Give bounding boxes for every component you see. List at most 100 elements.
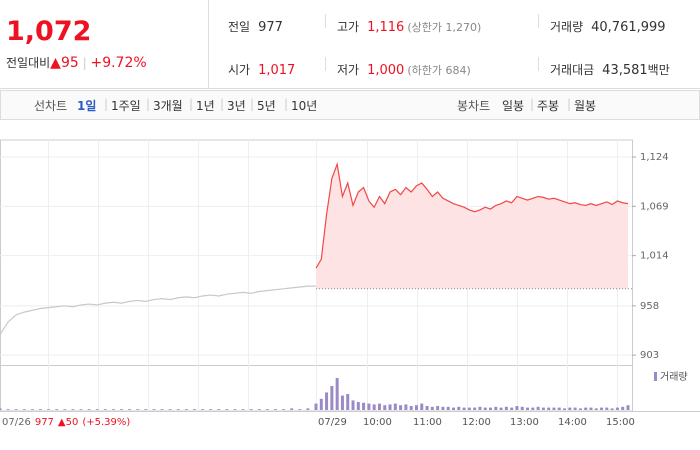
volume-bar [536,406,540,410]
tab[interactable]: 1년 [196,99,215,113]
volume-bar [306,408,310,410]
x-tick-label: 12:00 [462,417,491,428]
prev-change: ▲50 [58,417,78,428]
volume-bar [584,407,588,410]
volume-bar [510,407,514,410]
volume-bar [95,409,99,410]
stat-value: 977 [258,20,283,35]
price-line [0,285,316,335]
volume-bar [63,409,67,410]
tab[interactable]: 일봉 [502,99,525,113]
stat-note: (하한가 684) [407,64,471,77]
volume-bar [552,407,556,410]
volume-bar [55,409,59,410]
volume-bar [441,406,445,410]
volume-bar [520,406,524,410]
volume-bar [462,407,466,410]
tab[interactable]: 1주일 [111,99,141,113]
change: 전일대비▲95 | +9.72% [6,55,147,71]
volume-bar [282,409,286,410]
volume-legend-swatch [654,372,657,381]
stat: 거래량 40,761,999 [550,18,666,35]
volume-bar [217,409,221,410]
volume-bar [615,407,619,410]
prev-date: 07/26 [2,417,31,428]
volume-bar [184,409,188,410]
volume-bar [399,405,403,410]
stat-label: 저가 [337,63,360,77]
volume-bar [136,409,140,410]
volume-bar [414,405,418,410]
tab[interactable]: 3개월 [153,99,183,113]
y-tick-label: 903 [640,350,659,361]
volume-bar [568,407,572,410]
volume-bar [377,403,381,410]
volume-bar [499,407,503,410]
volume-bar [451,407,455,410]
tab[interactable]: 월봉 [574,99,597,113]
volume-bar [610,408,614,410]
change-label: 전일대비 [6,56,51,70]
volume-bar [404,404,408,410]
stat-label: 거래대금 [550,63,595,77]
area-fill [316,164,628,289]
separator [325,57,326,71]
y-tick-label: 1,014 [640,251,669,262]
volume-bar [367,403,371,410]
volume-bar [6,409,10,410]
volume-bar [201,409,205,410]
volume-bar [14,409,18,410]
volume-bar [257,409,261,410]
price-line [315,161,629,269]
stat-label: 전일 [228,20,251,34]
volume-bar [504,406,508,410]
tab[interactable]: 5년 [257,99,276,113]
x-tick-label: 10:00 [363,417,392,428]
volume-bar [446,406,450,410]
volume-bar [168,409,172,410]
tab[interactable]: 주봉 [537,99,560,113]
volume-bar [362,402,366,410]
tab-label: 봉차트 [457,99,491,113]
stat-value: 40,761,999 [591,20,666,35]
volume-bar [47,409,51,410]
stat: 시가 1,017 [228,61,295,78]
volume-bar [541,407,545,410]
volume-bar [0,408,2,410]
volume-bar [594,408,598,410]
volume-bar [225,409,229,410]
volume-bar [589,407,593,410]
stat-value: 43,581 [602,63,648,78]
volume-bar [30,409,34,410]
stat: 거래대금 43,581백만 [550,61,670,78]
separator [538,57,539,71]
volume-bar [436,406,440,410]
y-tick-label: 1,069 [640,201,669,212]
volume-bar [388,404,392,410]
volume-bar [478,406,482,410]
volume-bar [557,407,561,410]
volume-bar [79,409,83,410]
tab-separator: | [530,97,535,111]
stat-label: 시가 [228,63,251,77]
prev-price: 977 [35,417,54,428]
volume-bar [265,409,269,410]
x-tick-label: 15:00 [606,417,635,428]
volume-legend: 거래량 [660,371,688,383]
volume-bar [233,409,237,410]
tab[interactable]: 1일 [77,99,97,113]
volume-bar [351,400,355,410]
tab[interactable]: 3년 [227,99,246,113]
volume-bar [111,409,115,410]
x-tick-label: 14:00 [558,417,587,428]
volume-bar [120,409,124,410]
volume-bar [430,406,434,410]
separator [538,14,539,28]
volume-bar [209,409,213,410]
tab[interactable]: 10년 [291,99,318,113]
volume-bar [383,405,387,410]
volume-bar [526,407,530,410]
separator [325,14,326,28]
volume-bar [563,408,567,410]
